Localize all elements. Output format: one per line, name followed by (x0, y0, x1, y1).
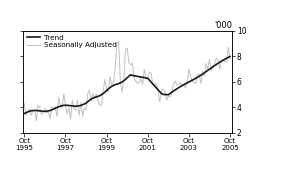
Legend: Trend, Seasonally Adjusted: Trend, Seasonally Adjusted (26, 34, 117, 49)
Text: '000: '000 (214, 21, 232, 30)
